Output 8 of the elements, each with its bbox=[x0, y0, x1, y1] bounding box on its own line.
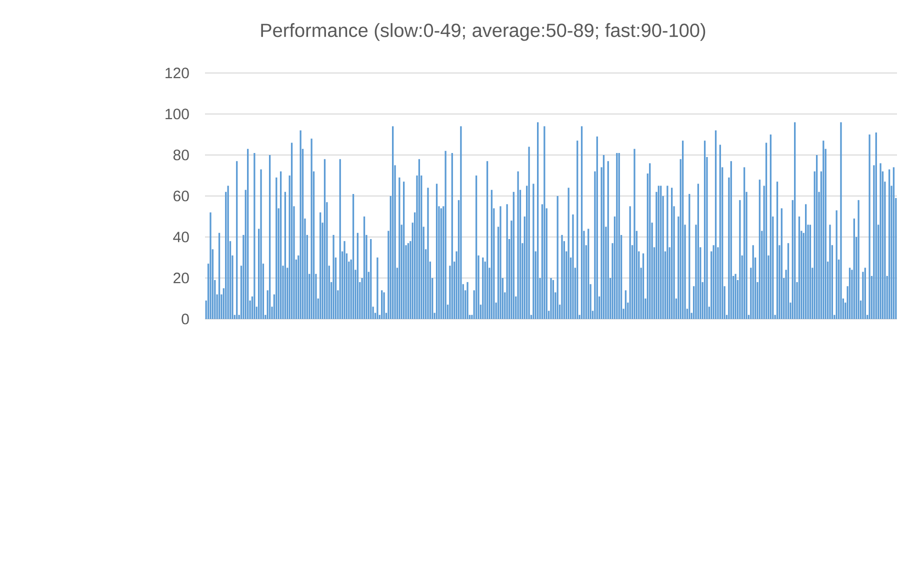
y-tick-label: 0 bbox=[182, 314, 189, 324]
y-tick-label: 40 bbox=[173, 232, 189, 242]
y-tick-label: 60 bbox=[174, 190, 189, 202]
y-tick-label: 20 bbox=[174, 272, 189, 284]
y-tick-label: 120 bbox=[166, 68, 189, 78]
chart-title: Performance (slow:0-49; average:50-89; fast:90-100) bbox=[261, 23, 706, 41]
y-tick-label: 100 bbox=[166, 108, 189, 120]
y-tick-label: 80 bbox=[173, 150, 189, 160]
